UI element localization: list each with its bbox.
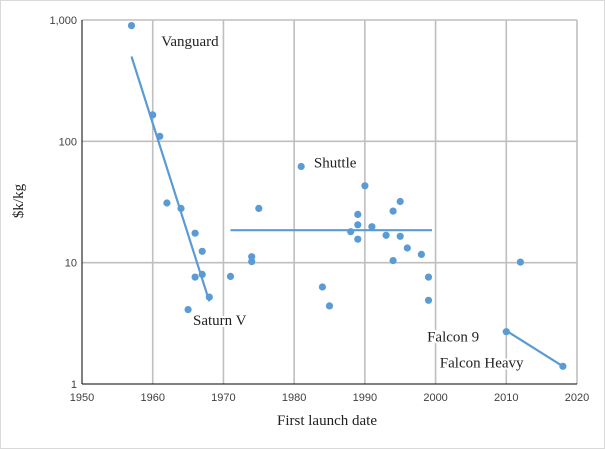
data-point <box>318 283 326 291</box>
data-point <box>226 272 235 280</box>
x-axis-title: First launch date <box>277 413 377 429</box>
x-tick-label: 1950 <box>70 392 94 404</box>
annotation-label: Falcon 9 <box>427 329 479 345</box>
x-tick-label: 1970 <box>211 392 235 404</box>
x-tick-label: 1990 <box>353 392 377 404</box>
data-point <box>127 22 136 30</box>
y-tick-label: 1,000 <box>49 15 77 27</box>
gridlines <box>82 19 578 384</box>
axes <box>81 20 577 385</box>
y-tick-labels: 1 10 100 1,000 <box>49 15 77 391</box>
annotation-label: Saturn V <box>193 313 247 329</box>
data-point <box>424 296 433 304</box>
data-point <box>354 210 362 218</box>
x-tick-labels: 1950 1960 1970 1980 1990 2000 2010 2020 <box>70 392 589 404</box>
data-point <box>396 232 404 240</box>
data-point <box>396 197 404 206</box>
data-point <box>354 221 362 229</box>
data-point <box>417 250 425 258</box>
data-point <box>205 293 213 301</box>
data-point <box>325 302 334 310</box>
annotations: Vanguard Saturn V Shuttle Falcon 9 Falcon He… <box>159 32 526 373</box>
data-point <box>248 258 256 266</box>
data-point <box>403 244 411 252</box>
data-point <box>184 306 192 314</box>
x-tick-label: 2000 <box>423 392 447 404</box>
data-point <box>163 199 171 207</box>
y-axis-title: $k/kg <box>11 183 27 218</box>
y-tick-label: 10 <box>65 258 77 270</box>
data-point <box>559 362 567 370</box>
x-tick-label: 1980 <box>282 392 306 404</box>
data-point <box>389 257 397 265</box>
data-point <box>191 273 199 281</box>
x-tick-label: 1960 <box>140 392 164 404</box>
data-point <box>382 231 390 239</box>
data-point <box>354 235 362 243</box>
y-tick-label: 100 <box>59 136 77 148</box>
trend-lines <box>130 56 564 368</box>
x-tick-label: 2010 <box>494 392 518 404</box>
trend-line <box>505 329 564 368</box>
data-point <box>156 132 164 140</box>
data-point <box>502 328 510 336</box>
annotation-label: Vanguard <box>161 34 219 50</box>
data-point <box>177 204 185 212</box>
data-point <box>255 204 263 212</box>
x-tick-label: 2020 <box>565 392 589 404</box>
data-point <box>368 223 376 231</box>
data-point <box>149 111 157 119</box>
data-points <box>127 22 567 370</box>
data-point <box>361 182 369 190</box>
data-point <box>424 273 433 281</box>
trend-line <box>130 56 211 302</box>
data-point <box>297 162 305 171</box>
data-point <box>516 258 525 266</box>
data-point <box>347 228 355 236</box>
data-point <box>191 229 199 237</box>
data-point <box>198 270 206 278</box>
data-point <box>389 207 397 215</box>
y-tick-label: 1 <box>71 379 77 391</box>
annotation-label: Shuttle <box>314 155 357 171</box>
data-point <box>198 247 206 255</box>
annotation-label: Falcon Heavy <box>440 355 524 371</box>
